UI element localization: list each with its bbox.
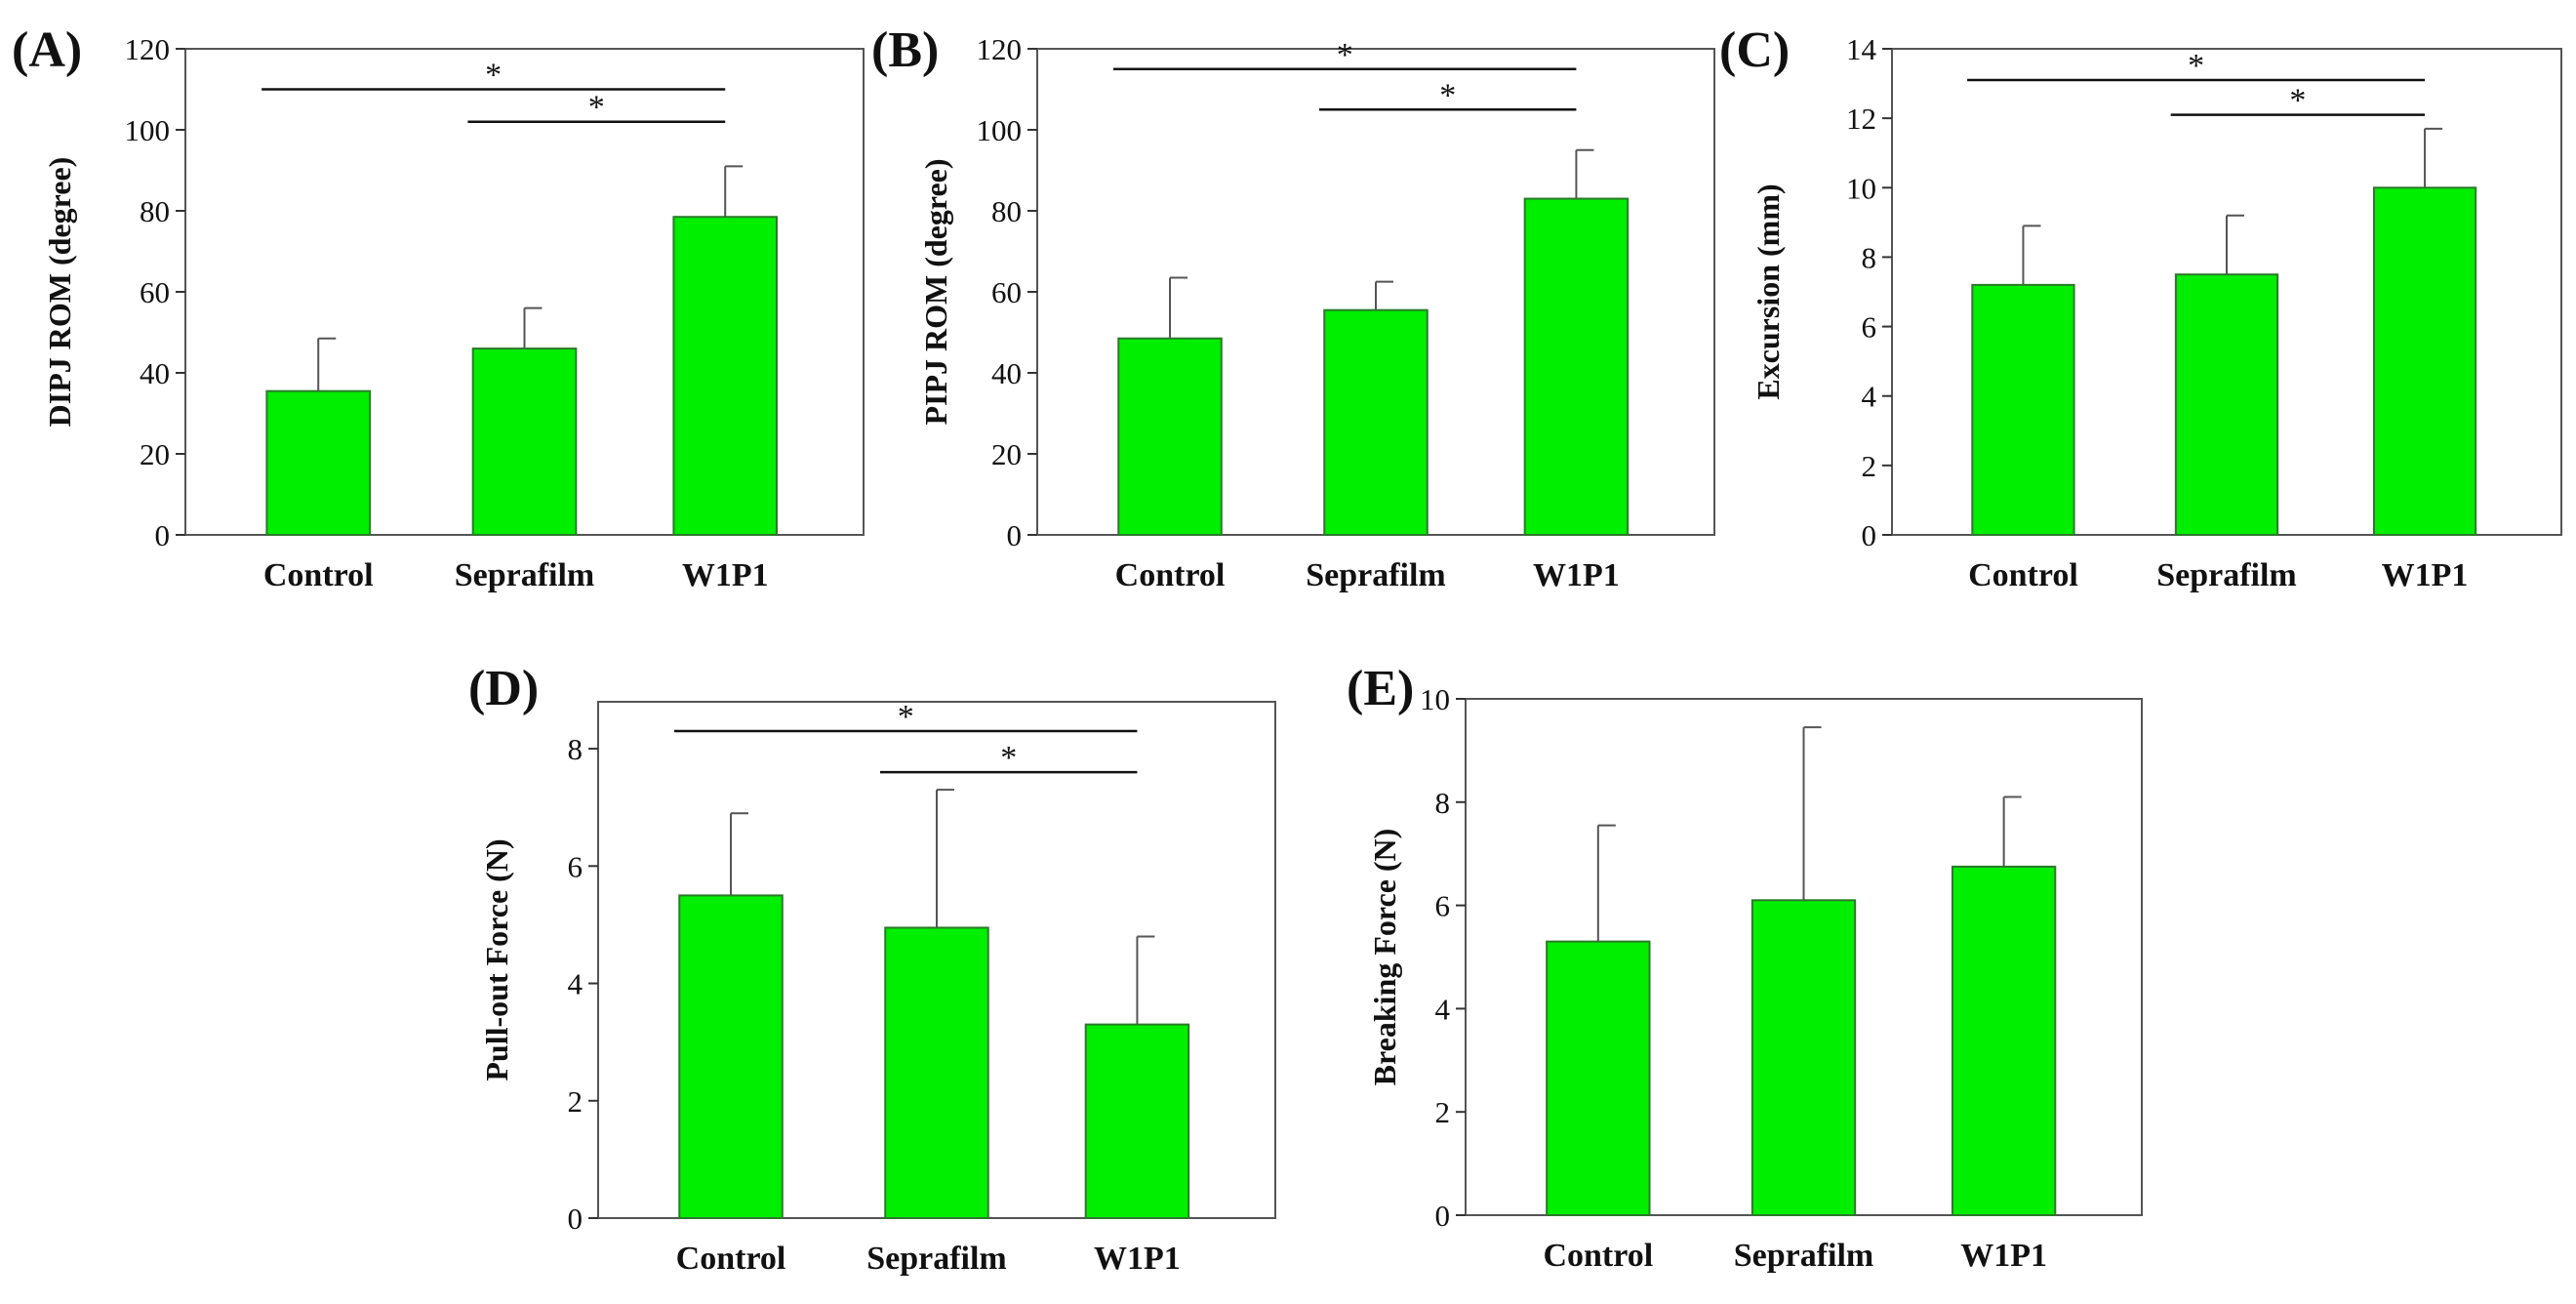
bar-seprafilm bbox=[471, 347, 578, 536]
y-tick-label: 6 bbox=[1435, 889, 1451, 923]
significance-star: * bbox=[1439, 77, 1456, 113]
y-axis-label: Breaking Force (N) bbox=[1367, 829, 1402, 1086]
bar-control bbox=[1546, 940, 1651, 1216]
y-tick-label: 0 bbox=[1435, 1199, 1451, 1233]
y-tick-label: 40 bbox=[140, 356, 170, 390]
category-label-w1p1: W1P1 bbox=[1960, 1238, 2047, 1274]
bar-seprafilm bbox=[2174, 273, 2279, 536]
significance-star: * bbox=[588, 90, 605, 126]
bar-control bbox=[678, 894, 784, 1219]
y-tick-label: 6 bbox=[1862, 310, 1877, 345]
category-label-w1p1: W1P1 bbox=[1533, 557, 1620, 593]
y-tick-label: 6 bbox=[568, 849, 584, 883]
y-axis-label: Excursion (mm) bbox=[1751, 183, 1786, 399]
y-axis-label: Pull-out Force (N) bbox=[479, 838, 514, 1080]
panel-label: (E) bbox=[1347, 661, 1414, 716]
category-label-control: Control bbox=[676, 1241, 786, 1277]
panel-d: (D) 0 2 4 6 8 Pull-out Force (N) Control Seprafi… bbox=[468, 661, 1276, 1277]
y-tick-label: 8 bbox=[1862, 240, 1877, 274]
category-label-w1p1: W1P1 bbox=[1094, 1241, 1181, 1277]
y-tick-label: 10 bbox=[1846, 171, 1876, 205]
y-tick-label: 10 bbox=[1420, 682, 1450, 716]
category-label-seprafilm: Seprafilm bbox=[455, 557, 595, 593]
category-label-w1p1: W1P1 bbox=[682, 557, 769, 593]
bar-control bbox=[1971, 283, 2075, 536]
y-tick-label: 8 bbox=[568, 732, 584, 766]
y-tick-label: 60 bbox=[991, 275, 1022, 309]
y-tick-label: 0 bbox=[1007, 518, 1023, 552]
panel-label: (D) bbox=[468, 661, 539, 716]
y-tick-label: 60 bbox=[140, 275, 170, 309]
category-label-w1p1: W1P1 bbox=[2382, 557, 2469, 593]
panel-label: (C) bbox=[1719, 22, 1790, 78]
bar-seprafilm bbox=[1323, 308, 1429, 536]
panel-a: (A) 0 20 40 60 80 100 120 DIPJ ROM (degree) Contr… bbox=[12, 22, 865, 593]
significance-star: * bbox=[2289, 83, 2306, 119]
bar-seprafilm bbox=[1751, 899, 1857, 1216]
y-tick-label: 40 bbox=[991, 356, 1022, 390]
y-tick-label: 8 bbox=[1435, 786, 1451, 820]
y-axis-label: PIPJ ROM (degree) bbox=[918, 158, 953, 425]
y-tick-label: 20 bbox=[991, 437, 1022, 471]
y-tick-label: 4 bbox=[568, 967, 584, 1001]
y-axis-label: DIPJ ROM (degree) bbox=[42, 157, 77, 428]
panel-label: (B) bbox=[871, 22, 939, 78]
category-label-seprafilm: Seprafilm bbox=[2156, 557, 2297, 593]
y-tick-label: 20 bbox=[140, 437, 170, 471]
y-tick-label: 2 bbox=[568, 1084, 584, 1119]
category-label-control: Control bbox=[1543, 1238, 1653, 1274]
significance-star: * bbox=[1337, 37, 1353, 73]
y-tick-label: 80 bbox=[140, 194, 170, 228]
category-label-seprafilm: Seprafilm bbox=[866, 1241, 1007, 1277]
bar-w1p1 bbox=[2372, 186, 2477, 537]
bar-w1p1 bbox=[1084, 1023, 1190, 1219]
bar-w1p1 bbox=[1951, 865, 2057, 1216]
category-label-seprafilm: Seprafilm bbox=[1306, 557, 1446, 593]
panel-b: (B) 0 20 40 60 80 100 120 PIPJ ROM (degree) Contr… bbox=[871, 22, 1715, 593]
y-tick-label: 4 bbox=[1862, 380, 1877, 414]
category-label-control: Control bbox=[263, 557, 374, 593]
y-tick-label: 0 bbox=[1862, 518, 1877, 552]
y-tick-label: 0 bbox=[155, 518, 171, 552]
significance-star: * bbox=[1000, 740, 1017, 776]
bar-w1p1 bbox=[1523, 197, 1630, 537]
bar-seprafilm bbox=[884, 926, 989, 1219]
category-label-seprafilm: Seprafilm bbox=[1734, 1238, 1874, 1274]
y-tick-label: 0 bbox=[568, 1202, 584, 1236]
panel-e: (E) 0 2 4 6 8 10 Breaking Force (N) Control Sepra… bbox=[1347, 661, 2143, 1274]
bar-control bbox=[265, 389, 372, 536]
y-tick-label: 100 bbox=[977, 113, 1023, 147]
category-label-control: Control bbox=[1115, 557, 1226, 593]
significance-star: * bbox=[485, 58, 502, 94]
significance-star: * bbox=[898, 699, 914, 735]
category-label-control: Control bbox=[1968, 557, 2078, 593]
y-tick-label: 120 bbox=[125, 32, 171, 66]
y-tick-label: 120 bbox=[977, 32, 1023, 66]
bar-control bbox=[1117, 337, 1223, 536]
significance-star: * bbox=[2188, 48, 2204, 84]
panel-label: (A) bbox=[12, 22, 82, 78]
y-tick-label: 4 bbox=[1435, 992, 1451, 1026]
y-tick-label: 80 bbox=[991, 194, 1022, 228]
y-tick-label: 2 bbox=[1862, 449, 1877, 483]
y-tick-label: 2 bbox=[1435, 1095, 1451, 1129]
panel-c: (C) 0 2 4 6 8 10 12 14 Excursion (mm) Control Sepra… bbox=[1719, 22, 2562, 593]
y-tick-label: 14 bbox=[1846, 32, 1877, 66]
y-tick-label: 12 bbox=[1846, 102, 1876, 136]
y-tick-label: 100 bbox=[125, 113, 171, 147]
bar-w1p1 bbox=[672, 216, 779, 536]
